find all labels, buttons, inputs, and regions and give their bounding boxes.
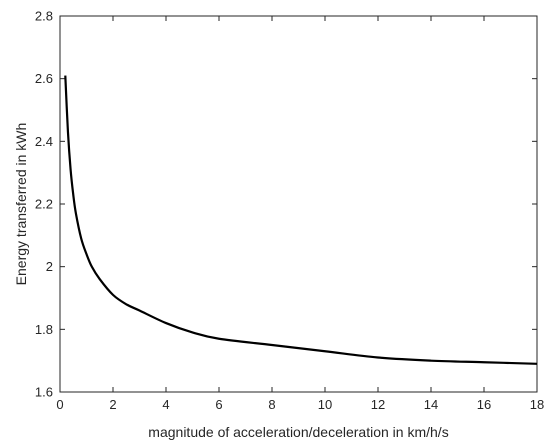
- series-layer: [64, 75, 538, 365]
- x-tick-label: 8: [268, 397, 275, 412]
- x-tick-label: 18: [530, 397, 544, 412]
- y-tick-label: 2.2: [35, 197, 53, 212]
- x-tick-label: 12: [371, 397, 385, 412]
- x-tick-label: 14: [424, 397, 438, 412]
- series-line: [64, 75, 538, 365]
- x-tick-label: 0: [56, 397, 63, 412]
- y-axis: 1.6 1.8 2 2.2 2.4 2.6 2.8: [35, 9, 537, 400]
- x-tick-label: 16: [477, 397, 491, 412]
- y-tick-label: 2.8: [35, 9, 53, 24]
- x-tick-label: 10: [318, 397, 332, 412]
- x-axis: 0 2 4 6 8 10 12 14 16 18: [56, 16, 544, 412]
- x-axis-label: magnitude of acceleration/deceleration i…: [148, 424, 448, 440]
- y-tick-label: 2.6: [35, 71, 53, 86]
- x-tick-label: 6: [215, 397, 222, 412]
- y-tick-label: 2: [46, 259, 53, 274]
- y-tick-label: 1.8: [35, 322, 53, 337]
- y-tick-label: 2.4: [35, 134, 53, 149]
- plot-area: [59, 15, 538, 393]
- x-tick-label: 4: [162, 397, 169, 412]
- y-tick-label: 1.6: [35, 385, 53, 400]
- x-tick-label: 2: [109, 397, 116, 412]
- y-axis-label: Energy transferred in kWh: [13, 123, 29, 286]
